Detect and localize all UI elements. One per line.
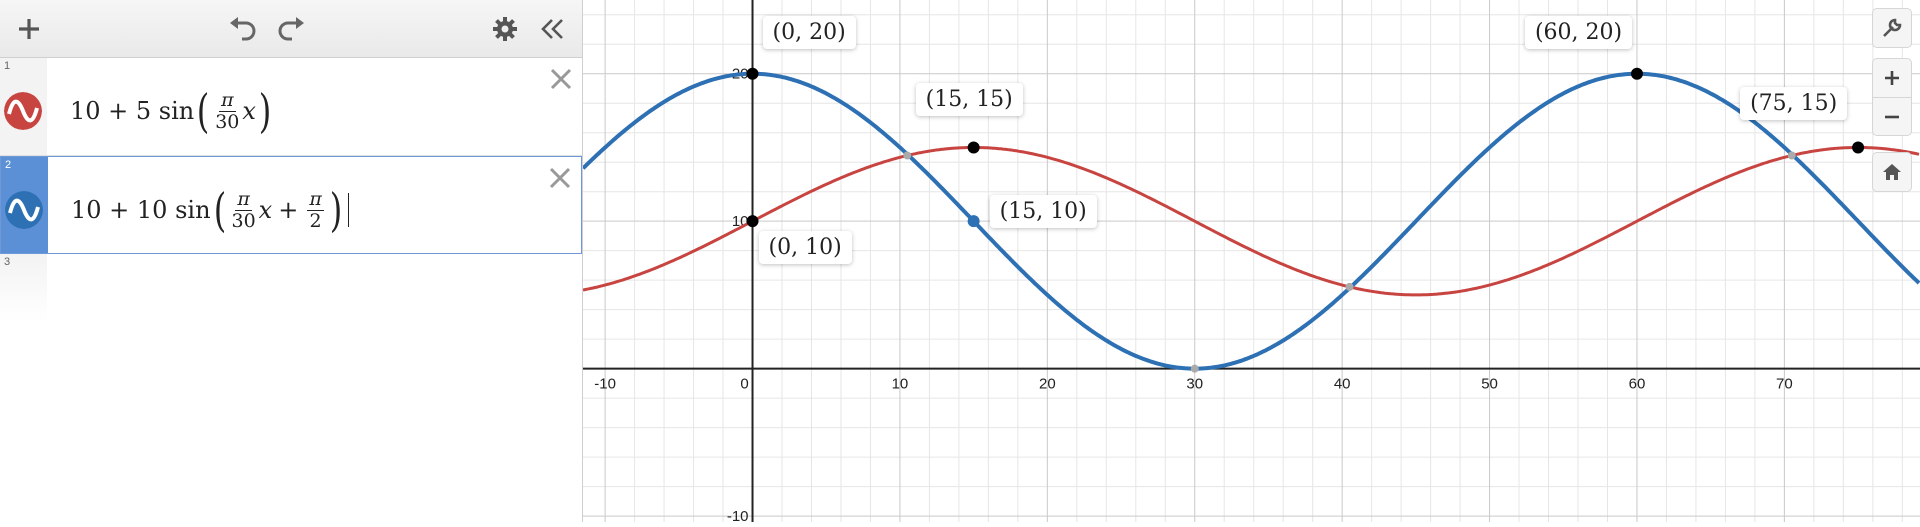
redo-button[interactable] xyxy=(274,12,308,46)
plus-icon xyxy=(1885,71,1899,85)
sine-wave-icon[interactable] xyxy=(4,92,42,130)
double-chevron-left-icon xyxy=(541,19,563,39)
expression-prefix: 10 + 10 sin xyxy=(71,196,211,224)
labeled-point[interactable] xyxy=(1630,67,1643,80)
x-tick-label: 30 xyxy=(1186,376,1203,393)
point-label[interactable]: (60, 20) xyxy=(1524,15,1633,49)
y-tick-label: -10 xyxy=(727,508,749,522)
gear-icon xyxy=(493,17,517,41)
x-tick-label: 20 xyxy=(1039,376,1056,393)
default-viewport-button[interactable] xyxy=(1872,152,1912,192)
delete-expression-icon[interactable] xyxy=(547,165,573,191)
zoom-in-button[interactable] xyxy=(1873,59,1911,97)
undo-icon xyxy=(230,17,256,41)
graph-settings-button[interactable] xyxy=(1872,8,1912,48)
expression-math[interactable]: 10 + 5 sin ( π 30 x ) xyxy=(70,84,272,138)
collapse-panel-button[interactable] xyxy=(535,12,569,46)
intersection-point[interactable] xyxy=(1787,151,1796,160)
intersection-point[interactable] xyxy=(1345,282,1354,291)
variable: x xyxy=(242,97,256,125)
x-tick-label: 0 xyxy=(740,376,748,393)
home-icon xyxy=(1883,164,1901,180)
expression-prefix: 10 + 5 sin xyxy=(70,97,195,125)
sine-wave-icon[interactable] xyxy=(5,191,43,229)
expression-row-3[interactable]: 3 xyxy=(0,254,47,322)
point-label[interactable]: (15, 15) xyxy=(915,83,1023,117)
minus-icon xyxy=(1885,115,1899,119)
expression-math[interactable]: 10 + 10 sin ( π 30 x + π 2 ) xyxy=(71,187,350,233)
zoom-controls xyxy=(1872,58,1912,136)
expression-toolbar xyxy=(0,0,582,58)
undo-button[interactable] xyxy=(226,12,260,46)
plus-operator: + xyxy=(278,196,299,224)
wrench-icon xyxy=(1883,18,1902,37)
axes xyxy=(583,0,1920,522)
point-label[interactable]: (0, 20) xyxy=(762,15,856,49)
fraction: π 30 xyxy=(231,187,256,232)
expression-gutter: 1 xyxy=(0,58,47,155)
graph-paper[interactable]: -10 0 10 20 30 40 50 60 70 20 10 -10 (0, 20) (60, 20… xyxy=(581,0,1920,525)
delete-expression-icon[interactable] xyxy=(548,66,574,92)
intersection-point[interactable] xyxy=(1190,364,1199,373)
settings-button[interactable] xyxy=(488,12,522,46)
point-label[interactable]: (15, 10) xyxy=(989,195,1097,229)
x-tick-label: 60 xyxy=(1629,376,1646,393)
labeled-point[interactable] xyxy=(967,215,980,228)
x-tick-label: 10 xyxy=(892,376,909,393)
labeled-point[interactable] xyxy=(1852,141,1865,154)
redo-icon xyxy=(278,17,304,41)
blue-curve[interactable] xyxy=(581,71,1920,371)
expression-panel: 1 10 + 5 sin ( π 30 x ) 2 xyxy=(0,0,583,522)
expression-row-2[interactable]: 2 10 + 10 sin ( π 30 x + π 2 ) xyxy=(0,156,582,254)
expression-row-1[interactable]: 1 10 + 5 sin ( π 30 x ) xyxy=(0,58,582,156)
point-label[interactable]: (75, 15) xyxy=(1740,87,1848,121)
curves xyxy=(581,71,1920,371)
line-number: 2 xyxy=(5,159,12,171)
zoom-out-button[interactable] xyxy=(1873,97,1911,136)
fraction: π 2 xyxy=(307,187,324,232)
line-number: 1 xyxy=(4,60,11,72)
red-curve[interactable] xyxy=(582,146,1920,297)
labeled-point[interactable] xyxy=(967,141,980,154)
add-expression-button[interactable] xyxy=(12,12,46,46)
plus-icon xyxy=(19,19,39,39)
expression-gutter: 2 xyxy=(1,157,48,253)
line-number: 3 xyxy=(4,256,11,268)
point-label[interactable]: (0, 10) xyxy=(758,231,852,265)
x-tick-label: 70 xyxy=(1776,376,1793,393)
text-cursor xyxy=(347,193,350,227)
x-tick-label: -10 xyxy=(594,376,616,393)
intersection-point[interactable] xyxy=(903,151,912,160)
labeled-point[interactable] xyxy=(746,215,759,228)
x-tick-label: 50 xyxy=(1481,376,1498,393)
variable: x xyxy=(258,196,273,224)
x-tick-label: 40 xyxy=(1334,376,1351,393)
fraction: π 30 xyxy=(215,88,240,133)
points xyxy=(746,67,1865,373)
labeled-point[interactable] xyxy=(746,67,759,80)
